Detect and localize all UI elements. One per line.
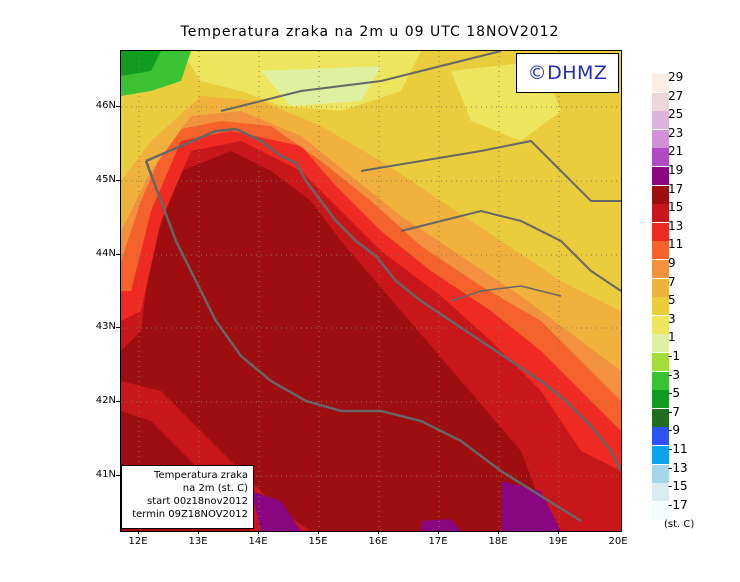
lon-tick — [198, 530, 199, 534]
lon-tick — [438, 530, 439, 534]
legend-label: -7 — [668, 404, 680, 419]
lon-label-18e: 18E — [488, 536, 508, 547]
legend-swatch — [652, 241, 669, 260]
lon-tick — [498, 530, 499, 534]
dhmz-watermark: ©DHMZ — [516, 53, 619, 93]
legend-swatch — [652, 353, 669, 371]
legend-label: 25 — [668, 107, 684, 122]
legend-swatch — [652, 185, 669, 204]
legend-swatch — [652, 483, 669, 502]
map-title: Temperatura zraka na 2m u 09 UTC 18NOV20… — [180, 24, 560, 40]
lon-label-16e: 16E — [368, 536, 388, 547]
legend-label: 9 — [668, 256, 676, 270]
legend-label: -3 — [668, 367, 680, 382]
temperature-map — [120, 50, 622, 532]
lat-tick — [116, 327, 120, 328]
legend-label: 29 — [668, 70, 684, 84]
legend-label: -11 — [668, 442, 688, 456]
legend-swatch — [652, 148, 669, 167]
legend-swatch — [652, 446, 669, 464]
lon-tick — [558, 530, 559, 534]
legend-label: -15 — [668, 479, 688, 494]
legend-units: (st. C) — [664, 519, 695, 530]
legend-swatch — [652, 408, 669, 427]
info-line-title: Temperatura zraka — [154, 470, 248, 481]
lat-label-41n: 41N — [95, 469, 116, 480]
lon-label-17e: 17E — [428, 536, 448, 547]
legend-label: 23 — [668, 125, 684, 140]
legend-swatch — [652, 222, 669, 241]
legend-swatch — [652, 371, 669, 390]
legend-label: 13 — [668, 218, 684, 233]
lat-label-42n: 42N — [95, 395, 116, 406]
legend-swatch — [652, 315, 669, 334]
lat-tick — [116, 401, 120, 402]
legend-swatch — [652, 334, 669, 353]
lon-label-20e: 20E — [608, 536, 628, 547]
legend-label: 17 — [668, 181, 684, 196]
legend-label: 15 — [668, 200, 684, 215]
temperature-field — [121, 51, 621, 531]
legend-swatch — [652, 427, 669, 446]
legend-swatch — [652, 74, 669, 92]
lon-label-14e: 14E — [248, 536, 268, 547]
info-line-start: start 00z18nov2012 — [147, 496, 248, 507]
legend-swatch — [652, 464, 669, 483]
info-line-termin: termin 09Z18NOV2012 — [132, 509, 248, 520]
legend-swatch — [652, 111, 669, 130]
legend-label: 5 — [668, 293, 676, 308]
legend-label: 19 — [668, 163, 684, 177]
lat-label-46n: 46N — [95, 100, 116, 111]
legend-label: 3 — [668, 311, 676, 326]
lat-tick — [116, 254, 120, 255]
legend-label: 11 — [668, 237, 684, 252]
legend-label: -9 — [668, 423, 680, 438]
lon-label-15e: 15E — [308, 536, 328, 547]
info-box: Temperatura zraka na 2m (st. C) start 00… — [121, 465, 254, 529]
legend-swatch — [652, 129, 669, 148]
lat-tick — [116, 180, 120, 181]
legend-label: 21 — [668, 144, 684, 159]
legend-label: -5 — [668, 386, 680, 401]
legend-swatch — [652, 501, 669, 520]
lon-tick — [138, 530, 139, 534]
lon-tick — [318, 530, 319, 534]
info-line-units: na 2m (st. C) — [182, 483, 248, 494]
lat-label-44n: 44N — [95, 248, 116, 259]
legend-label: -13 — [668, 460, 688, 475]
legend-swatch — [652, 92, 669, 111]
legend-label: 7 — [668, 274, 676, 289]
legend-swatch — [652, 167, 669, 185]
lat-tick — [116, 475, 120, 476]
lon-label-19e: 19E — [548, 536, 568, 547]
lat-label-45n: 45N — [95, 174, 116, 185]
legend-swatch — [652, 297, 669, 316]
legend-label: 1 — [668, 330, 676, 345]
lon-tick — [258, 530, 259, 534]
lat-label-43n: 43N — [95, 321, 116, 332]
legend-label: -1 — [668, 349, 680, 363]
lon-tick — [378, 530, 379, 534]
lon-label-12e: 12E — [128, 536, 148, 547]
legend-label: -17 — [668, 497, 688, 512]
legend-swatch — [652, 278, 669, 297]
legend-swatch — [652, 390, 669, 409]
lon-label-13e: 13E — [188, 536, 208, 547]
lat-tick — [116, 106, 120, 107]
legend-swatch — [652, 204, 669, 223]
legend-label: 27 — [668, 88, 684, 103]
legend-swatch — [652, 260, 669, 278]
